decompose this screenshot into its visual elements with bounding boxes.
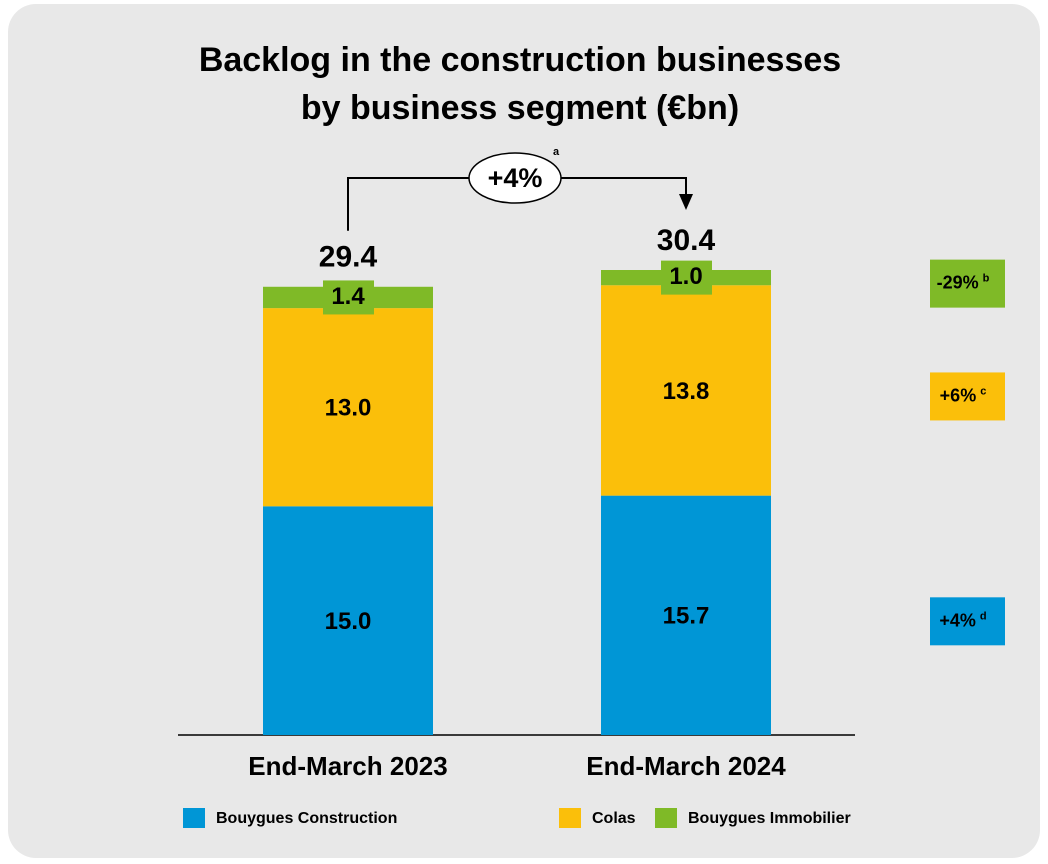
series-change-value: +6%	[940, 385, 977, 405]
series-change: -29% b	[937, 272, 990, 292]
legend-swatch	[655, 808, 677, 828]
bar-segment	[263, 506, 433, 735]
series-change: +6% c	[940, 385, 987, 405]
data-label: 15.0	[325, 608, 372, 635]
data-label: 15.7	[663, 603, 710, 630]
legend-label: Bouygues Construction	[216, 810, 397, 827]
data-label: 1.4	[331, 283, 365, 310]
label-box	[661, 260, 712, 295]
series-change-value: +4%	[939, 610, 976, 630]
total-label: 29.4	[319, 241, 378, 274]
data-label: 1.0	[669, 263, 702, 290]
series-change-box	[930, 259, 1005, 308]
arrow-head	[679, 194, 693, 210]
chart-title: Backlog in the construction businesses	[199, 41, 841, 79]
x-tick-label: End-March 2023	[248, 751, 447, 781]
legend-label: Bouygues Immobilier	[688, 810, 851, 827]
total-label: 30.4	[657, 224, 716, 257]
legend-swatch	[559, 808, 581, 828]
label-box	[323, 280, 374, 315]
series-change-note: c	[980, 385, 986, 397]
chart-title: by business segment (€bn)	[301, 89, 739, 127]
series-change-box	[930, 597, 1005, 646]
series-change-value: -29%	[937, 272, 979, 292]
data-label: 13.0	[325, 395, 372, 422]
x-tick-label: End-March 2024	[586, 751, 786, 781]
series-change: +4% d	[939, 610, 986, 630]
series-change-box	[930, 372, 1005, 421]
background	[8, 4, 1040, 858]
data-label: 13.8	[663, 378, 710, 405]
series-change-note: b	[983, 273, 990, 285]
total-change: +4%	[488, 163, 543, 193]
legend-swatch	[183, 808, 205, 828]
bar-segment	[263, 308, 433, 507]
legend-label: Colas	[592, 810, 636, 827]
bar-segment	[601, 285, 771, 496]
change-badge	[468, 152, 562, 204]
series-change-note: d	[980, 610, 987, 622]
change-note: a	[553, 146, 560, 158]
bar-segment	[601, 495, 771, 735]
